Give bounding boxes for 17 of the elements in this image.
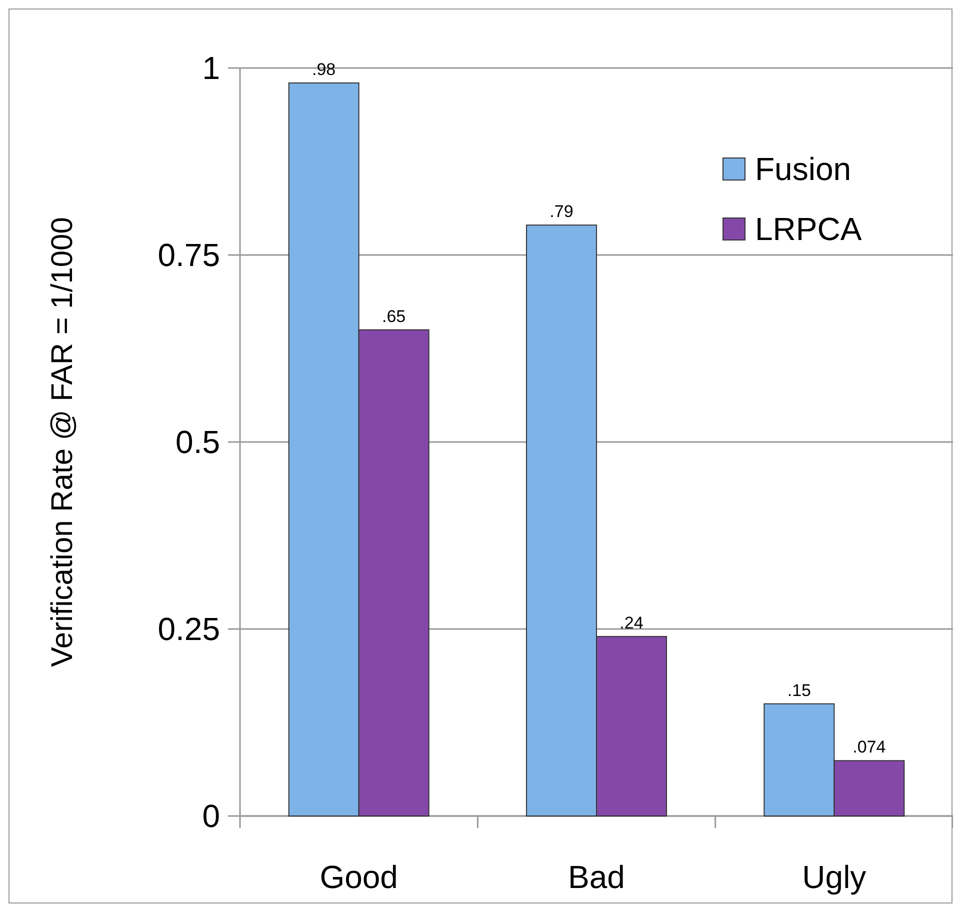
y-axis-title: Verification Rate @ FAR = 1/1000 — [46, 217, 79, 667]
x-tick-label: Bad — [568, 859, 625, 895]
data-label: .24 — [620, 613, 644, 632]
legend-label: Fusion — [755, 151, 852, 188]
data-label: .074 — [852, 738, 886, 757]
y-tick-label: 0 — [202, 798, 220, 834]
y-tick-label: 0.75 — [158, 237, 220, 274]
legend-label: LRPCA — [755, 211, 862, 248]
x-tick-label: Ugly — [802, 859, 866, 895]
y-tick-label: 0.25 — [158, 611, 220, 648]
data-label: .98 — [312, 60, 336, 79]
y-tick-label: 1 — [202, 50, 220, 86]
y-tick-label: 0.5 — [176, 424, 220, 460]
data-label: .15 — [787, 680, 811, 700]
data-label: .79 — [550, 202, 574, 222]
data-label: .65 — [382, 306, 406, 326]
x-tick-label: Good — [320, 859, 398, 895]
